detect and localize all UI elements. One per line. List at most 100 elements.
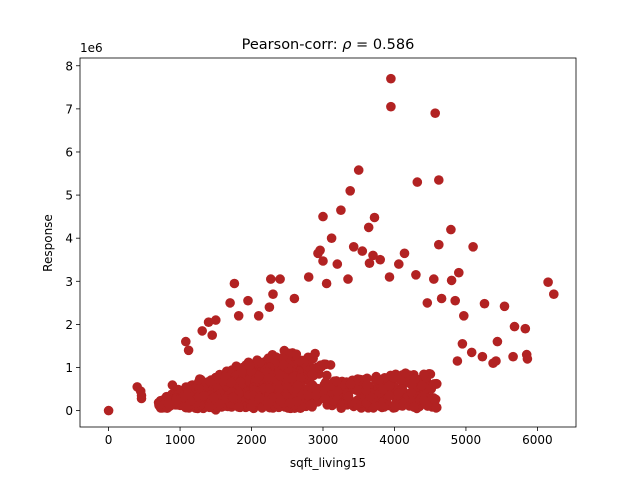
data-point: [225, 298, 235, 308]
data-point: [434, 175, 444, 185]
y-tick-label: 7: [65, 102, 73, 116]
data-point: [233, 311, 244, 321]
data-point: [466, 347, 477, 358]
data-point: [181, 336, 191, 347]
data-point: [353, 385, 364, 396]
x-tick-label: 6000: [522, 433, 553, 447]
y-tick-label: 0: [65, 404, 73, 418]
data-point: [468, 242, 478, 252]
data-point: [266, 274, 276, 284]
data-point: [419, 395, 429, 405]
data-point: [307, 369, 317, 380]
data-point: [233, 402, 244, 412]
data-point: [263, 353, 274, 364]
chart-title: Pearson-corr: ρ = 0.586: [242, 37, 415, 53]
plot-points: [103, 73, 559, 416]
data-point: [268, 289, 278, 300]
data-point: [459, 311, 469, 321]
data-point: [136, 390, 147, 401]
data-point: [364, 258, 375, 269]
data-point: [452, 356, 463, 366]
data-point: [303, 390, 313, 401]
data-point: [275, 274, 285, 284]
data-point: [477, 351, 488, 362]
data-point: [520, 323, 531, 334]
x-tick-label: 2000: [236, 433, 267, 447]
data-point: [204, 402, 215, 413]
data-point: [434, 239, 444, 250]
data-point: [345, 379, 356, 389]
data-point: [509, 321, 520, 332]
y-tick-label: 4: [65, 232, 73, 246]
data-point: [454, 267, 464, 278]
data-point: [336, 205, 346, 215]
data-point: [430, 108, 441, 118]
data-point: [457, 339, 468, 349]
data-point: [321, 278, 332, 289]
data-point: [211, 315, 221, 325]
data-point: [315, 245, 325, 256]
data-point: [318, 256, 328, 266]
data-point: [375, 254, 386, 265]
y-tick-label: 8: [65, 59, 73, 73]
data-point: [362, 373, 372, 384]
data-point: [197, 326, 207, 336]
data-point: [388, 372, 399, 383]
chart-title-value: = 0.586: [351, 37, 414, 53]
data-point: [368, 250, 378, 261]
data-point: [291, 349, 302, 360]
data-point: [167, 380, 178, 390]
data-point: [384, 391, 395, 401]
data-point: [252, 355, 263, 366]
data-point: [207, 330, 217, 341]
data-point: [253, 311, 264, 321]
data-point: [264, 302, 275, 313]
chart-title-rho: ρ: [342, 37, 352, 53]
y-axis-ticks: 0 1 2 3 4 5 6 7 8: [65, 59, 80, 418]
data-point: [263, 398, 273, 409]
x-axis-label: sqft_living15: [290, 456, 366, 470]
data-point: [331, 376, 342, 386]
data-point: [499, 301, 510, 312]
data-point: [412, 177, 423, 187]
data-point: [306, 400, 316, 411]
data-point: [228, 392, 238, 403]
data-point: [450, 295, 461, 306]
y-axis-label: Response: [41, 214, 55, 272]
data-point: [407, 379, 417, 389]
data-point: [288, 372, 298, 383]
data-point: [384, 381, 395, 391]
data-point: [429, 274, 439, 284]
data-point: [319, 359, 329, 370]
data-point: [183, 345, 194, 356]
data-point: [417, 380, 427, 391]
x-tick-label: 0: [105, 433, 113, 447]
plot-area-frame: [79, 57, 577, 428]
data-point: [289, 293, 300, 304]
y-offset-label: 1e6: [80, 41, 103, 55]
data-point: [374, 374, 385, 385]
data-point: [390, 401, 401, 412]
data-point: [103, 405, 114, 416]
data-point: [362, 380, 372, 390]
data-point: [386, 101, 396, 112]
data-point: [508, 351, 518, 362]
data-point: [209, 392, 219, 403]
data-point: [479, 298, 490, 309]
data-point: [320, 394, 331, 405]
y-tick-label: 6: [65, 145, 73, 159]
data-point: [229, 278, 240, 289]
data-point: [203, 317, 214, 328]
data-point: [400, 368, 411, 379]
x-tick-label: 5000: [451, 433, 482, 447]
data-point: [243, 295, 253, 306]
data-point: [348, 242, 359, 252]
data-point: [343, 391, 354, 402]
data-point: [492, 336, 503, 347]
data-point: [275, 396, 286, 406]
y-tick-label: 1: [65, 361, 73, 375]
data-point: [370, 401, 381, 411]
x-axis-ticks: 0 1000 2000 3000 4000 5000 6000: [105, 427, 553, 447]
data-point: [549, 289, 559, 300]
